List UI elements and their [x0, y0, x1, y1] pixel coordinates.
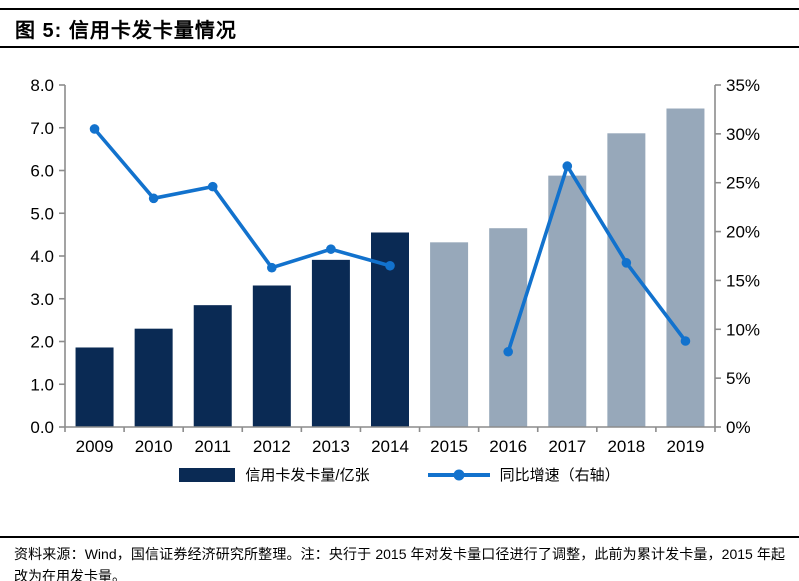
yoy-growth-marker-2014	[385, 260, 395, 271]
yoy-growth-marker-2012	[267, 262, 277, 273]
x-axis-year-label: 2013	[312, 437, 350, 456]
left-axis-tick-label: 3.0	[30, 290, 54, 309]
yoy-growth-marker-2016	[503, 346, 513, 357]
line-series-swatch	[427, 469, 490, 480]
yoy-growth-marker-2009	[89, 124, 100, 134]
right-axis-tick-label: 30%	[726, 125, 760, 144]
x-axis-year-label: 2015	[430, 437, 468, 456]
left-axis-tick-label: 7.0	[30, 119, 54, 138]
bar-2010	[134, 328, 173, 427]
left-axis-tick-label: 1.0	[30, 375, 54, 394]
yoy-growth-marker-2019	[680, 336, 691, 346]
x-axis-year-label: 2019	[667, 437, 705, 456]
source-note: 资料来源：Wind，国信证券经济研究所整理。注：央行于 2015 年对发卡量口径…	[0, 536, 799, 581]
left-axis-tick-label: 2.0	[30, 333, 54, 352]
right-axis-tick-label: 15%	[726, 271, 760, 290]
left-axis-tick-label: 8.0	[30, 76, 54, 95]
chart-legend: 信用卡发卡量/亿张 同比增速（右轴）	[0, 464, 799, 485]
x-axis-year-label: 2010	[135, 437, 173, 456]
bar-2012	[252, 285, 291, 427]
yoy-growth-line	[92, 127, 688, 354]
x-axis-year-label: 2012	[253, 437, 291, 456]
title-divider	[0, 46, 799, 48]
bar-2013	[311, 259, 350, 427]
yoy-growth-marker-2018	[621, 258, 632, 268]
x-axis-year-label: 2017	[548, 437, 586, 456]
bar-2011	[193, 305, 232, 427]
bar-series-label: 信用卡发卡量/亿张	[245, 467, 370, 484]
left-axis-tick-label: 0.0	[30, 418, 54, 437]
bar-2016	[489, 228, 528, 427]
right-axis-tick-label: 0%	[726, 418, 751, 437]
x-axis-year-label: 2014	[371, 437, 409, 456]
bar-2015	[430, 242, 469, 427]
figure-title: 图 5: 信用卡发卡量情况	[15, 20, 237, 42]
left-axis-tick-label: 4.0	[30, 247, 54, 266]
line-marker-icon	[453, 469, 465, 480]
right-axis-tick-label: 20%	[726, 223, 760, 242]
legend-item-bars: 信用卡发卡量/亿张	[179, 464, 370, 485]
credit-card-issuance-combo-chart: 0.0 1.0 2.0 3.0 4.0 5.0 6.0 7.0 8.0 0% 5% 10% 15% 20%…	[30, 76, 760, 456]
yoy-growth-marker-2011	[207, 181, 218, 192]
legend-item-line: 同比增速（右轴）	[427, 464, 620, 485]
right-axis-tick-label: 25%	[726, 174, 760, 193]
right-axis-tick-label: 35%	[726, 76, 760, 95]
bar-series-swatch	[179, 467, 236, 482]
left-axis-tick-label: 5.0	[30, 204, 54, 223]
bar-2009	[75, 347, 114, 427]
top-divider	[0, 8, 799, 10]
x-axis-year-label: 2009	[76, 437, 114, 456]
right-axis-tick-label: 5%	[726, 369, 751, 388]
right-axis-tick-label: 10%	[726, 320, 760, 339]
bar-2017	[548, 175, 587, 427]
x-axis-year-label: 2018	[607, 437, 645, 456]
line-series-label: 同比增速（右轴）	[499, 467, 620, 484]
yoy-growth-marker-2013	[326, 244, 336, 254]
yoy-growth-marker-2010	[148, 193, 159, 204]
bar-2019	[666, 108, 705, 427]
x-axis-year-label: 2011	[194, 437, 231, 456]
left-axis-tick-label: 6.0	[30, 162, 54, 181]
x-axis-year-label: 2016	[489, 437, 527, 456]
yoy-growth-marker-2017	[562, 161, 573, 171]
